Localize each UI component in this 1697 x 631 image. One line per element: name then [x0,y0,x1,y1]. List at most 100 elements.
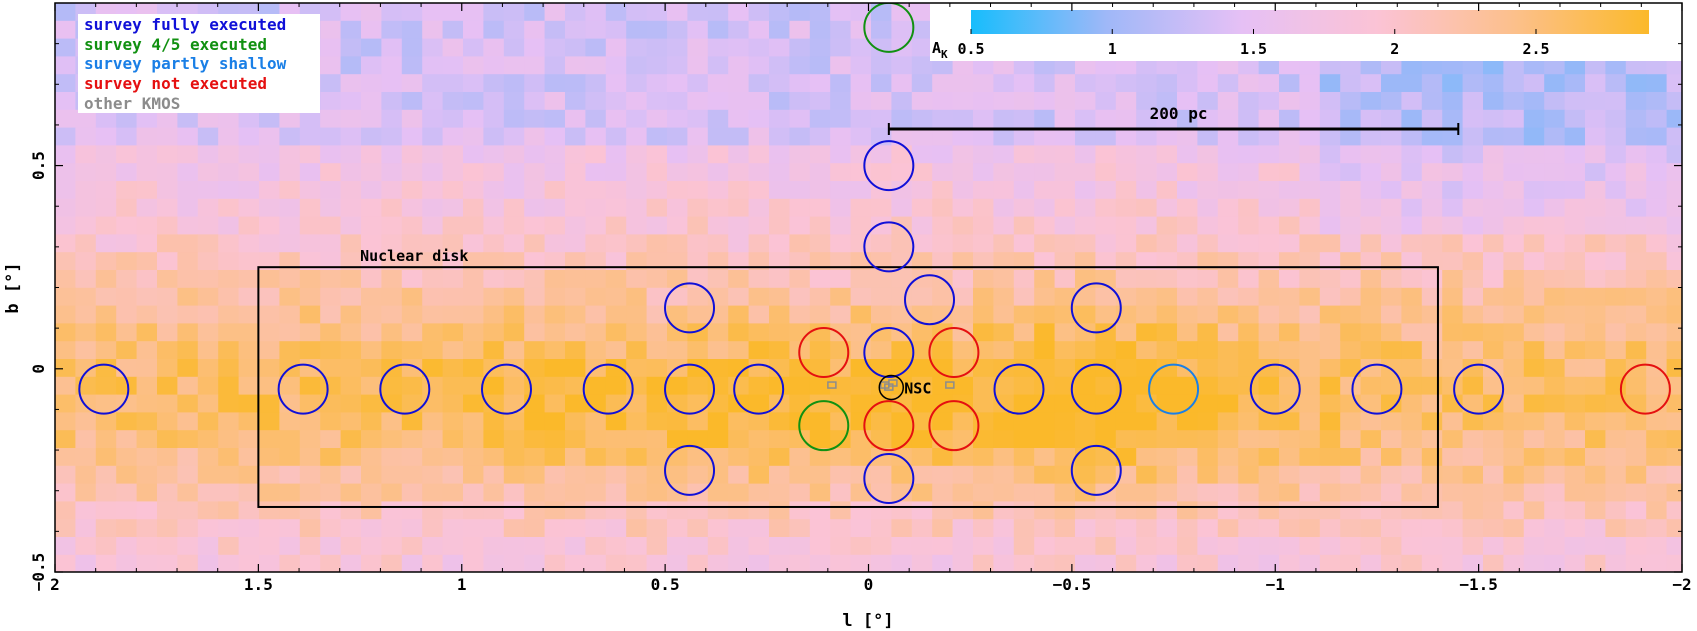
x-tick-label: −2 [1672,575,1691,594]
heatmap-cell [463,483,484,502]
heatmap-cell [585,376,607,396]
heatmap-cell [279,376,301,396]
heatmap-cell [136,323,158,342]
heatmap-cell [95,127,117,146]
heatmap-cell [769,430,790,449]
heatmap-cell [381,270,403,289]
heatmap-cell [1503,394,1525,413]
heatmap-cell [1483,501,1504,520]
heatmap-cell [1564,305,1586,324]
heatmap-cell [218,216,240,235]
heatmap-cell [1340,465,1362,485]
x-axis-label: l [°] [842,611,893,631]
heatmap-cell [1075,305,1096,324]
heatmap-cell [769,341,790,360]
heatmap-cell [259,287,280,307]
heatmap-cell [1095,430,1117,449]
heatmap-cell [218,554,240,572]
heatmap-cell [1442,305,1464,324]
heatmap-cell [1217,519,1239,538]
heatmap-cell [1462,376,1484,396]
heatmap-cell [116,519,138,538]
heatmap-cell [116,430,138,449]
heatmap-cell [1585,341,1606,360]
heatmap-cell [299,216,321,235]
heatmap-cell [238,323,260,342]
heatmap-cell [1238,127,1260,146]
heatmap-cell [1177,483,1198,502]
heatmap-cell [626,519,648,538]
heatmap-cell [381,287,403,307]
heatmap-cell [932,74,954,93]
heatmap-cell [95,394,117,413]
heatmap-cell [1156,554,1178,572]
heatmap-cell [585,323,607,342]
heatmap-cell [891,430,913,449]
heatmap-cell [299,305,321,324]
heatmap-cell [1585,537,1606,556]
heatmap-cell [157,394,178,413]
heatmap-cell [503,163,525,182]
heatmap-cell [524,3,546,22]
heatmap-cell [871,412,892,431]
heatmap-cell [116,359,138,378]
heatmap-cell [136,483,158,502]
heatmap-cell [646,3,668,22]
heatmap-cell [1279,234,1300,253]
heatmap-cell [238,519,260,538]
heatmap-cell [544,287,566,307]
heatmap-cell [1462,501,1484,520]
heatmap-cell [952,554,974,572]
heatmap-cell [259,537,280,556]
heatmap-cell [850,376,872,396]
heatmap-cell [1034,305,1056,324]
heatmap-cell [1340,270,1362,289]
heatmap-cell [524,376,546,396]
heatmap-cell [401,56,423,75]
heatmap-cell [177,554,199,572]
heatmap-cell [667,56,688,75]
heatmap-cell [1605,483,1627,502]
heatmap-cell [279,163,301,182]
colorbar-tick-label: 2.5 [1522,40,1549,58]
heatmap-cell [544,234,566,253]
heatmap-cell [667,127,688,146]
heatmap-cell [1585,287,1606,307]
heatmap-cell [483,38,505,57]
heatmap-cell [524,38,546,57]
heatmap-cell [748,412,770,431]
heatmap-cell [442,3,464,22]
heatmap-cell [238,234,260,253]
heatmap-cell [1156,465,1178,485]
heatmap-cell [381,554,403,572]
heatmap-cell [1136,448,1158,467]
heatmap-cell [401,252,423,271]
heatmap-cell [442,270,464,289]
heatmap-cell [503,270,525,289]
heatmap-cell [544,181,566,200]
heatmap-cell [463,74,484,93]
heatmap-cell [932,359,954,378]
heatmap-cell [1340,341,1362,360]
heatmap-cell [361,519,382,538]
heatmap-cell [687,448,709,467]
heatmap-cell [483,554,505,572]
heatmap-cell [646,92,668,111]
heatmap-cell [952,252,974,271]
heatmap-cell [1503,109,1525,129]
heatmap-cell [667,198,688,218]
heatmap-cell [707,554,729,572]
heatmap-cell [401,448,423,467]
heatmap-cell [830,305,852,324]
heatmap-cell [340,216,362,235]
heatmap-cell [789,74,811,93]
heatmap-cell [993,483,1015,502]
colorbar-tick-label: 1.5 [1240,40,1267,58]
heatmap-cell [1217,252,1239,271]
heatmap-cell [157,216,178,235]
heatmap-cell [524,20,546,40]
heatmap-cell [1054,92,1076,111]
heatmap-cell [55,38,76,57]
heatmap-cell [1197,270,1219,289]
heatmap-cell [605,198,627,218]
